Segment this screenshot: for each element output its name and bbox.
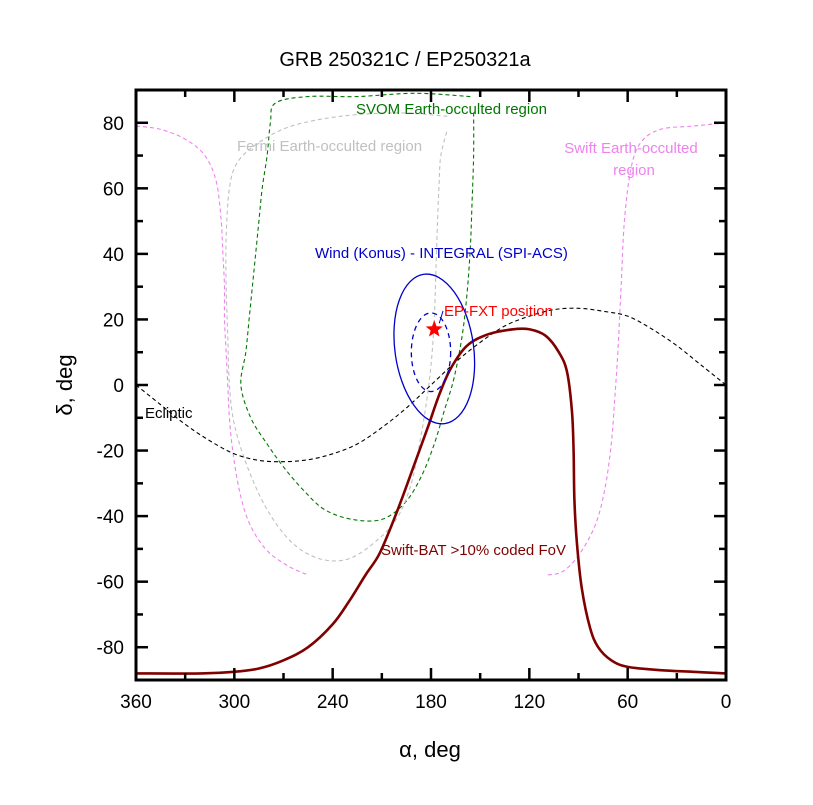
y-tick-label: 60 [103,179,124,200]
y-tick-label: -40 [97,507,124,528]
series-wind-konus-integral-spi-acs-inner [410,312,452,393]
y-tick-label: -60 [97,573,124,594]
ticks-layer: 360 300 240 180 120 60 0 80 60 40 20 0 -20 -40 -60 -80 [97,88,732,713]
y-tick-label: 20 [103,310,124,331]
series-swift-earth-occulted-region-left-lobe [135,125,309,576]
x-tick-label: 240 [317,692,349,713]
y-tick-label: 80 [103,114,124,135]
y-tick-label: -80 [97,638,124,659]
y-tick-label: -20 [97,442,124,463]
annotation-swift-line2: region [613,162,655,179]
annotation-svom: SVOM Earth-occulted region [356,101,547,118]
series-ecliptic [135,307,727,463]
ep-label-leader [438,310,444,324]
x-tick-label: 60 [617,692,638,713]
annotation-ecliptic: Ecliptic [145,405,193,422]
series-wind-konus-integral-spi-acs-outer [393,273,476,425]
series-svom-earth-occulted-region [240,92,475,522]
series-swift-earth-occulted-region-right-lobe [545,122,727,576]
ep-fxt-star-marker [425,320,443,337]
x-tick-label: 360 [120,692,152,713]
x-axis-label: α, deg [399,737,461,762]
series-swift-bat-10-coded-fov [135,327,727,675]
y-axis-label: δ, deg [52,354,77,415]
x-tick-label: 0 [721,692,732,713]
annotation-ep: EP-FXT position [444,303,553,320]
curves-layer [135,92,727,675]
annotation-swift-line1: Swift Earth-occulted [564,140,697,157]
annotation-bat: Swift-BAT >10% coded FoV [381,542,566,559]
annotation-fermi: Fermi Earth-occulted region [237,138,422,155]
y-tick-label: 40 [103,245,124,266]
y-tick-label: 0 [113,376,124,397]
x-tick-label: 300 [218,692,250,713]
series-fermi-earth-occulted-region [225,112,448,562]
x-tick-label: 180 [415,692,447,713]
annotation-wind: Wind (Konus) - INTEGRAL (SPI-ACS) [315,245,568,262]
x-tick-label: 120 [513,692,545,713]
chart-title: GRB 250321C / EP250321a [279,49,531,71]
